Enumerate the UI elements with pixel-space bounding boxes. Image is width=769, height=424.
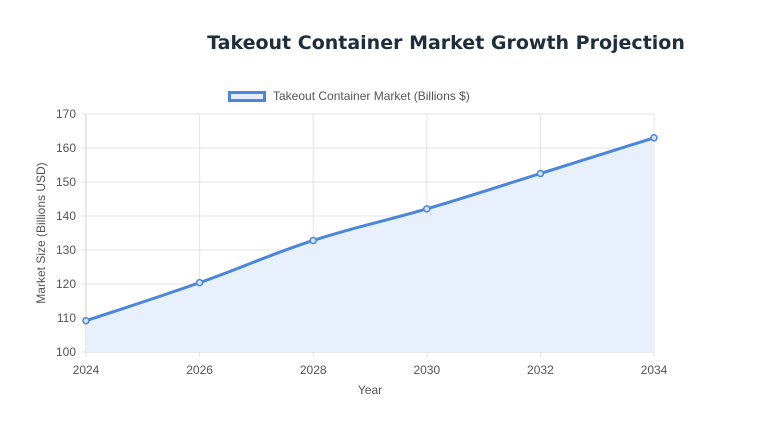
legend[interactable]: Takeout Container Market (Billions $)	[228, 89, 470, 103]
data-point[interactable]	[423, 205, 431, 213]
area-fill	[86, 137, 654, 352]
data-point[interactable]	[195, 278, 204, 287]
y-axis-title: Market Size (Billions USD)	[34, 162, 48, 303]
x-tick-label: 2028	[300, 363, 327, 377]
y-axis-ticks: 100 110 120 130 140 150 160 170	[56, 107, 76, 359]
x-tick-label: 2032	[527, 363, 554, 377]
y-tick-label: 140	[56, 209, 76, 223]
legend-swatch	[228, 90, 266, 102]
legend-label: Takeout Container Market (Billions $)	[273, 89, 470, 103]
y-tick-label: 100	[56, 345, 76, 359]
data-point[interactable]	[82, 316, 90, 325]
x-tick-label: 2030	[413, 363, 440, 377]
series-line-path	[85, 136, 655, 323]
series-line	[85, 136, 655, 323]
data-point[interactable]	[536, 169, 545, 178]
chart-title: Takeout Container Market Growth Projecti…	[207, 32, 685, 54]
data-points	[82, 134, 658, 325]
y-tick-label: 150	[56, 175, 76, 189]
y-tick-label: 120	[56, 277, 76, 291]
x-tick-label: 2024	[73, 363, 100, 377]
data-point[interactable]	[309, 236, 317, 245]
y-tick-label: 170	[56, 107, 76, 121]
y-tick-label: 110	[57, 311, 76, 325]
x-axis-ticks: 2024 2026 2028 2030 2032 2034	[73, 363, 668, 377]
x-axis-title: Year	[358, 383, 382, 397]
data-point[interactable]	[650, 134, 658, 142]
y-tick-label: 160	[56, 141, 76, 155]
series-area	[86, 137, 654, 352]
y-tick-label: 130	[56, 243, 76, 257]
x-tick-label: 2026	[186, 363, 213, 377]
x-tick-label: 2034	[641, 363, 668, 377]
